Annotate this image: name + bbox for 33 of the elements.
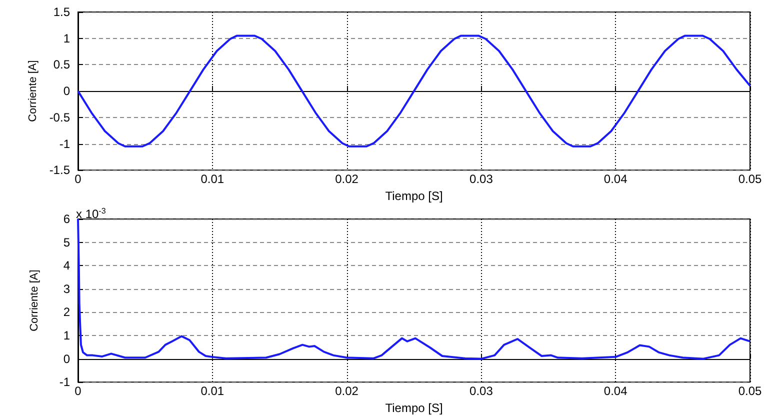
y-tick-label: 1: [63, 328, 70, 342]
y-tick-label: -0.5: [49, 110, 70, 124]
y-tick-label: 0: [63, 84, 70, 98]
x-tick-label: 0.02: [335, 172, 359, 186]
y-tick-label: 0: [63, 352, 70, 366]
line-series: [77, 34, 751, 148]
y-tick-label: 6: [63, 212, 70, 226]
y-tick-label: -1.5: [49, 163, 70, 178]
x-tick-label: 0.03: [470, 172, 494, 186]
y-axis-title: Corriente [A]: [26, 60, 39, 122]
y-tick-label: 3: [63, 282, 70, 296]
x-tick-label: 0: [74, 384, 82, 398]
x-axis-title: Tiempo [S]: [385, 401, 443, 415]
x-tick-label: 0.05: [738, 172, 762, 186]
x-tick-label: 0.02: [335, 384, 359, 398]
line-series: [77, 218, 751, 360]
x-tick-label: 0.01: [200, 172, 224, 186]
y-tick-label: -1: [59, 136, 70, 151]
y-tick-label: 1.5: [53, 5, 70, 19]
y-tick-label: -1: [59, 375, 70, 390]
y-tick-label: 2: [63, 305, 70, 320]
x-tick-label: 0.04: [604, 384, 628, 398]
y-tick-label: 5: [63, 235, 70, 250]
y-tick-label: 0.5: [53, 58, 70, 72]
y-tick-label: 1: [63, 31, 70, 46]
y-axis-title: Corriente [A]: [28, 270, 40, 332]
x-tick-label: 0.01: [200, 384, 224, 398]
y-tick-label: 4: [63, 258, 70, 273]
x-tick-label: 0.04: [604, 172, 628, 186]
x-tick-label: 0.05: [738, 384, 762, 398]
x-axis-title: Tiempo [S]: [385, 189, 443, 203]
x-tick-label: 0: [74, 172, 82, 186]
x-tick-label: 0.03: [470, 384, 494, 398]
